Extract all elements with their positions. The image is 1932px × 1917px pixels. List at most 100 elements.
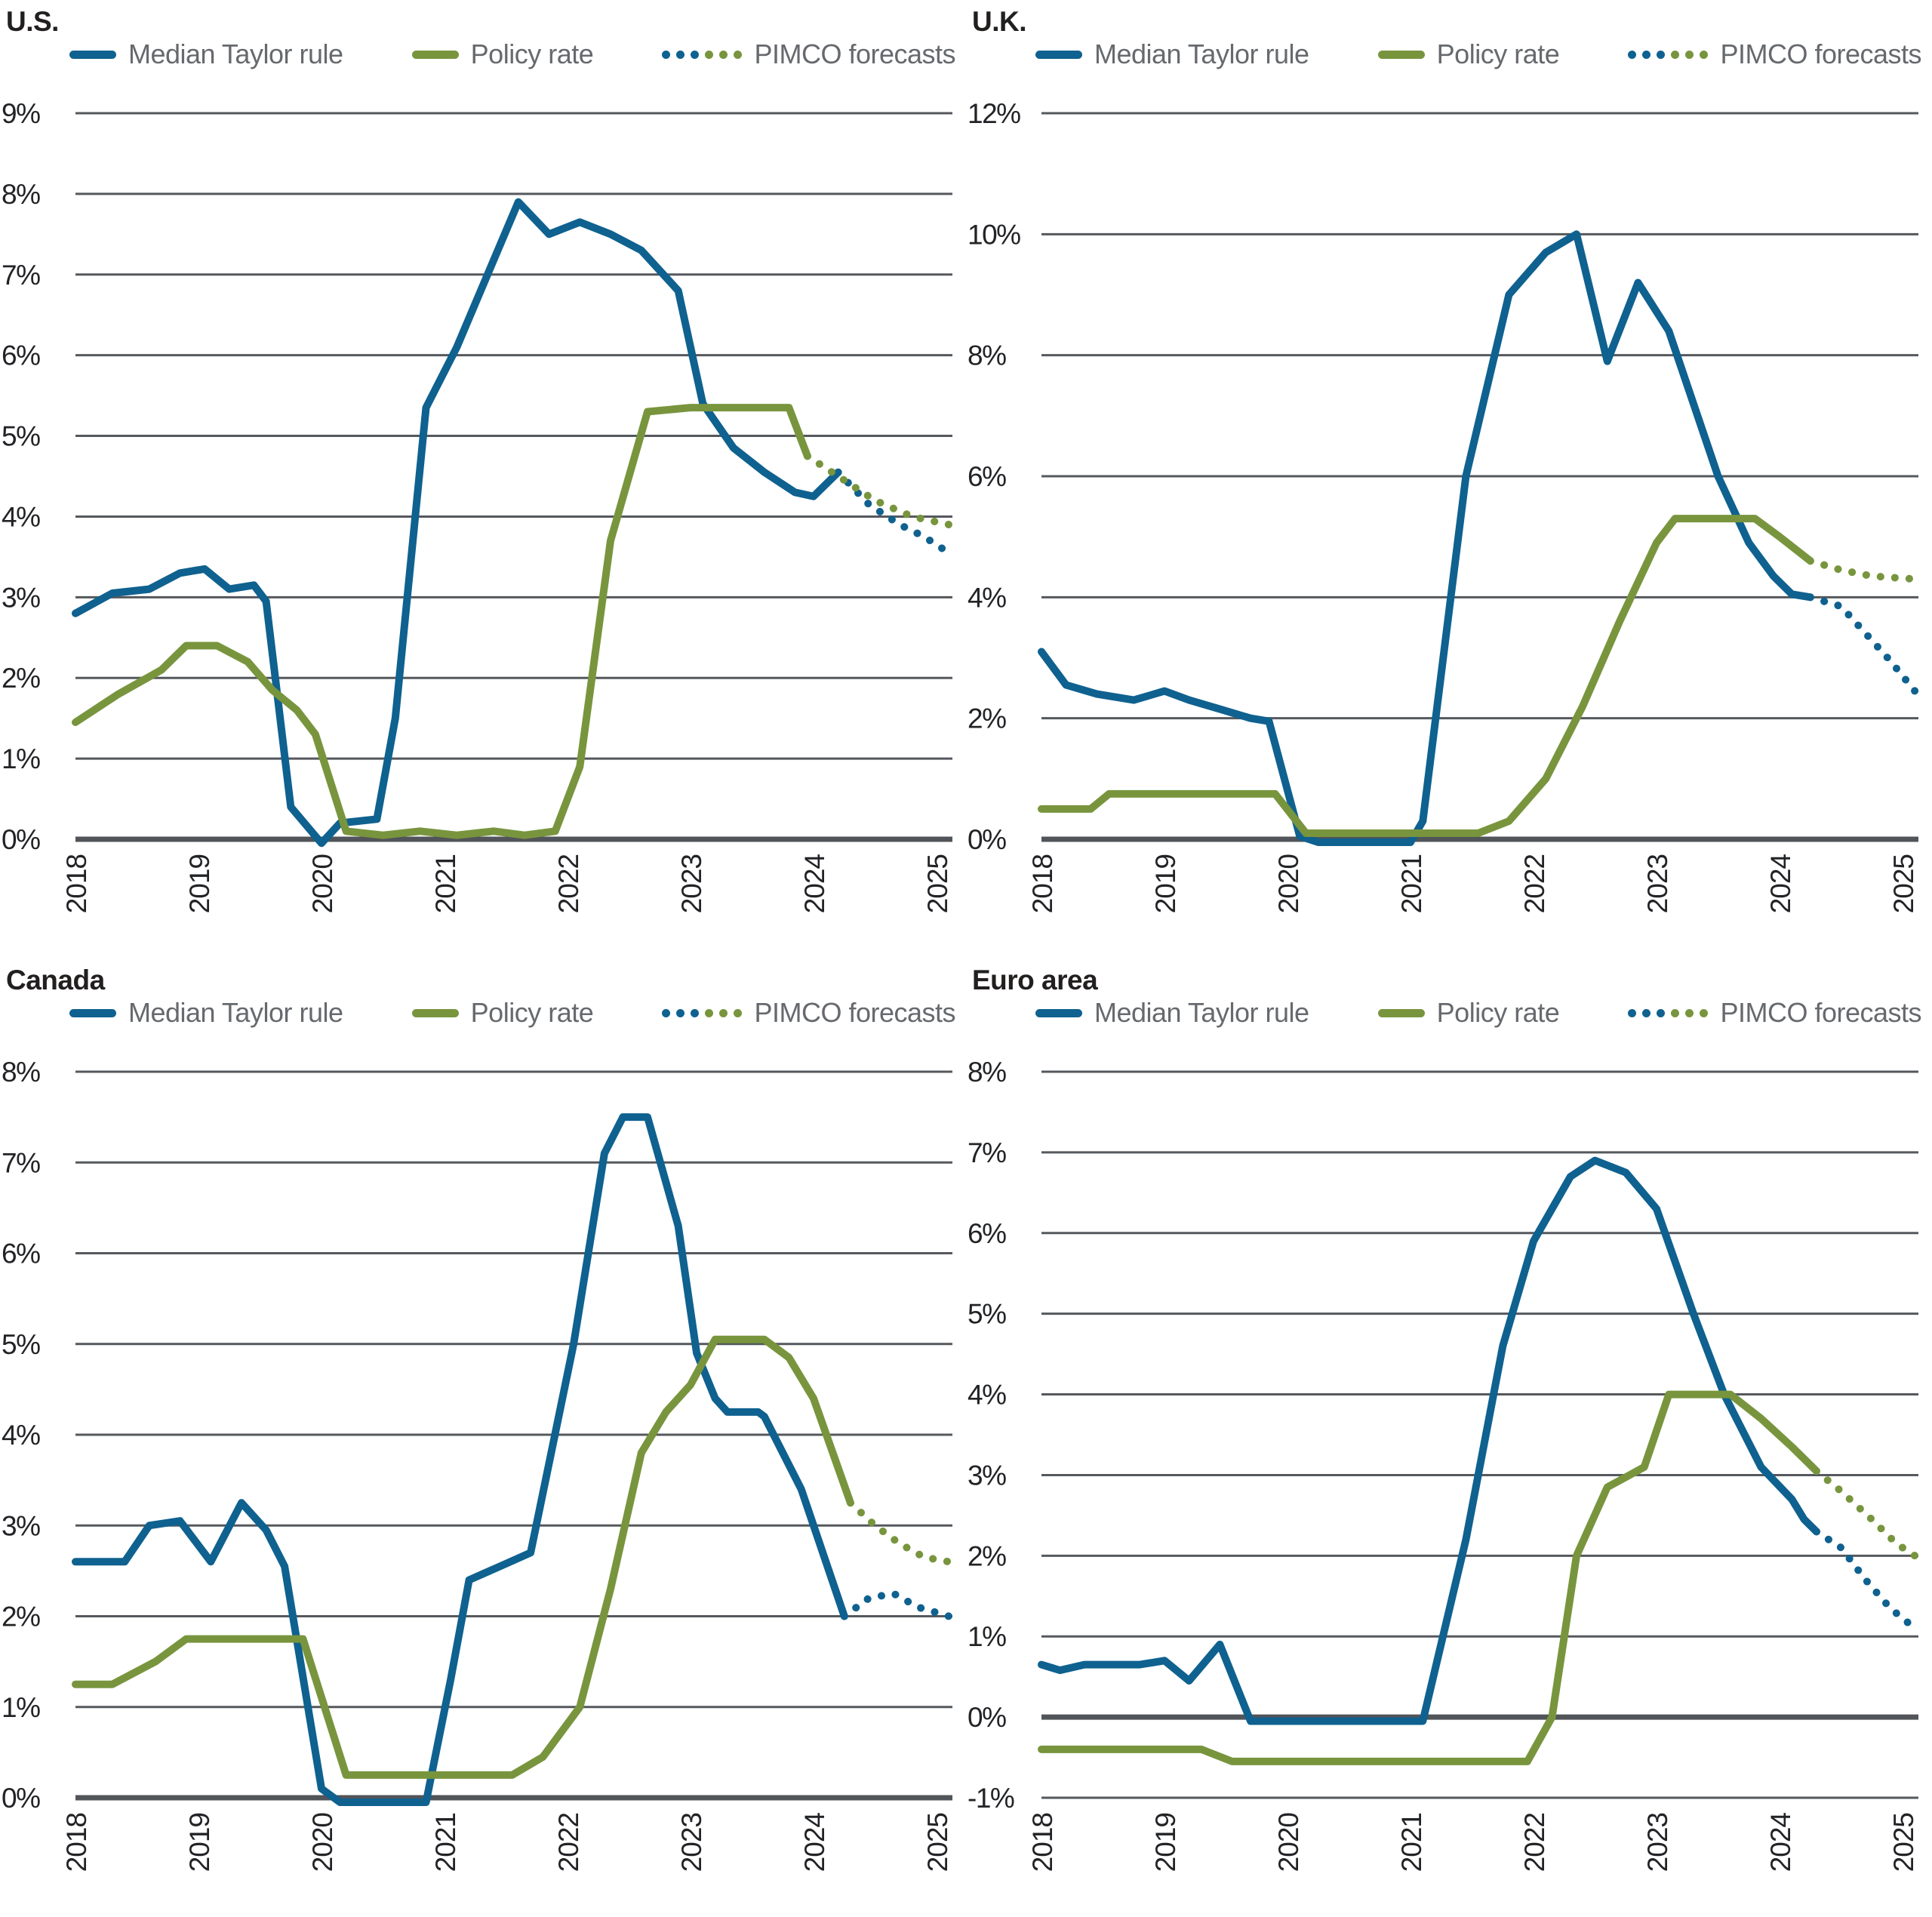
y-axis-tick-label: 10% <box>968 219 1020 250</box>
legend-item-forecast: PIMCO forecasts <box>1628 997 1921 1029</box>
canada-forecast-taylor-line <box>840 1589 953 1620</box>
x-axis-tick-label: 2025 <box>922 1813 953 1872</box>
legend-item-policy: Policy rate <box>411 38 594 70</box>
y-axis-tick-label: 8% <box>968 340 1006 371</box>
legend-item-forecast: PIMCO forecasts <box>1628 38 1921 70</box>
chart-plot-uk: 12% 10% 8% 6% 4% 2% 0% 2018 2019 2020 2021 2022 2023… <box>966 74 1932 958</box>
y-axis-tick-label: 4% <box>968 582 1006 613</box>
y-axis-tick-label: 3% <box>968 1460 1006 1491</box>
y-axis-tick-label: 6% <box>968 461 1006 492</box>
x-axis-tick-label: 2022 <box>553 1813 584 1872</box>
forecast-dots-swatch <box>1628 1008 1709 1017</box>
y-axis-tick-label: 7% <box>2 1147 40 1178</box>
x-axis-tick-label: 2024 <box>799 854 830 914</box>
x-axis-tick-label: 2024 <box>1765 1813 1796 1872</box>
euro-series-policy-line <box>1038 1390 1820 1765</box>
legend-item-taylor: Median Taylor rule <box>69 997 343 1029</box>
x-axis-tick-label: 2025 <box>922 854 953 914</box>
y-axis-tick-label: 9% <box>2 98 40 129</box>
chart-svg-canada: 8% 7% 6% 5% 4% 3% 2% 1% 0% 2018 2019 2020 2021 2022 20… <box>2 1057 953 1872</box>
x-axis-tick-label: 2019 <box>1150 854 1181 913</box>
us-forecast-taylor-line <box>834 468 953 557</box>
x-axis-tick-label: 2023 <box>676 854 707 913</box>
legend-item-taylor: Median Taylor rule <box>1035 997 1309 1029</box>
x-axis-tick-label: 2019 <box>184 1813 215 1872</box>
x-axis-tick-label: 2020 <box>307 1813 338 1872</box>
y-axis-tick-label: 3% <box>2 582 40 613</box>
x-axis-tick-label: 2020 <box>307 854 338 914</box>
x-axis-tick-label: 2024 <box>799 1813 830 1872</box>
chart-panel-canada: Canada Median Taylor rule Policy rate PI… <box>0 958 966 1917</box>
y-axis-tick-label: 12% <box>968 98 1020 129</box>
y-axis-tick-label: 5% <box>968 1299 1006 1330</box>
policy-line-swatch <box>411 1008 459 1017</box>
y-axis-tick-label: 1% <box>968 1621 1006 1652</box>
legend-item-policy: Policy rate <box>1377 997 1560 1029</box>
x-axis-tick-label: 2022 <box>553 854 584 913</box>
y-axis-tick-label: 6% <box>2 340 40 371</box>
x-axis-tick-label: 2025 <box>1888 1813 1919 1872</box>
policy-line-swatch <box>411 50 459 59</box>
chart-legend-us: Median Taylor rule Policy rate PIMCO for… <box>0 35 966 74</box>
x-axis-tick-label: 2018 <box>61 854 92 913</box>
chart-title-canada: Canada <box>6 965 105 995</box>
uk-forecast-policy-line <box>1806 557 1919 583</box>
euro-forecast-policy-line <box>1812 1467 1919 1560</box>
x-axis-tick-label: 2019 <box>1150 1813 1181 1872</box>
canada-series-taylor-line <box>72 1113 848 1806</box>
chart-legend-euro: Median Taylor rule Policy rate PIMCO for… <box>966 993 1932 1032</box>
y-axis-tick-label: 0% <box>2 824 40 855</box>
x-axis-tick-label: 2019 <box>184 854 215 913</box>
legend-item-forecast: PIMCO forecasts <box>662 38 955 70</box>
legend-label-forecast: PIMCO forecasts <box>1720 38 1921 69</box>
y-axis-tick-label: 7% <box>2 260 40 291</box>
policy-line-swatch <box>1377 50 1425 59</box>
chart-title-uk: U.K. <box>972 6 1027 37</box>
forecast-dots-swatch <box>662 1008 743 1017</box>
legend-label-taylor: Median Taylor rule <box>1094 38 1309 69</box>
taylor-line-swatch <box>1035 1008 1082 1017</box>
euro-series-taylor-line <box>1038 1156 1820 1725</box>
us-series-policy-line <box>72 404 811 839</box>
x-axis-tick-label: 2023 <box>676 1813 707 1872</box>
y-axis-tick-label: 5% <box>2 421 40 452</box>
us-series-taylor-line <box>72 198 842 848</box>
y-axis-tick-label: 2% <box>968 1540 1006 1571</box>
uk-series-taylor-line <box>1038 230 1814 846</box>
y-axis-tick-label: 0% <box>968 824 1006 855</box>
legend-label-policy: Policy rate <box>1436 997 1560 1028</box>
chart-title-euro: Euro area <box>972 965 1098 995</box>
x-axis-tick-label: 2018 <box>61 1813 92 1872</box>
uk-series-policy-line <box>1038 515 1814 837</box>
chart-legend-uk: Median Taylor rule Policy rate PIMCO for… <box>966 35 1932 74</box>
legend-label-forecast: PIMCO forecasts <box>754 38 955 69</box>
y-axis-tick-label: 1% <box>2 1692 40 1723</box>
legend-label-policy: Policy rate <box>470 38 594 69</box>
y-axis-tick-label: 3% <box>2 1510 40 1541</box>
forecast-dots-swatch <box>1628 50 1709 59</box>
x-axis-tick-label: 2018 <box>1027 854 1058 913</box>
legend-label-policy: Policy rate <box>1436 38 1560 69</box>
chart-panel-us: U.S. Median Taylor rule Policy rate PIMC… <box>0 0 966 958</box>
legend-label-forecast: PIMCO forecasts <box>1720 997 1921 1028</box>
y-axis-tick-label: 6% <box>2 1239 40 1269</box>
y-axis-tick-label: 4% <box>2 1420 40 1451</box>
x-axis-tick-label: 2023 <box>1642 1813 1673 1872</box>
y-axis-tick-label: 2% <box>2 1602 40 1632</box>
legend-label-policy: Policy rate <box>470 997 594 1028</box>
canada-forecast-policy-line <box>846 1499 953 1566</box>
forecast-dots-swatch <box>662 50 743 59</box>
legend-item-policy: Policy rate <box>411 997 594 1029</box>
legend-item-taylor: Median Taylor rule <box>1035 38 1309 70</box>
chart-plot-canada: 8% 7% 6% 5% 4% 3% 2% 1% 0% 2018 2019 2020 2021 2022 20… <box>0 1032 966 1917</box>
y-axis-tick-label: 4% <box>968 1380 1006 1411</box>
x-axis-tick-label: 2022 <box>1519 1813 1550 1872</box>
y-axis-tick-label: 4% <box>2 501 40 532</box>
legend-item-forecast: PIMCO forecasts <box>662 997 955 1029</box>
x-axis-tick-label: 2021 <box>1396 1813 1427 1872</box>
taylor-line-swatch <box>1035 50 1082 59</box>
y-axis-tick-label: 6% <box>968 1218 1006 1249</box>
taylor-line-swatch <box>69 1008 116 1017</box>
y-axis-tick-label: 2% <box>968 703 1006 734</box>
